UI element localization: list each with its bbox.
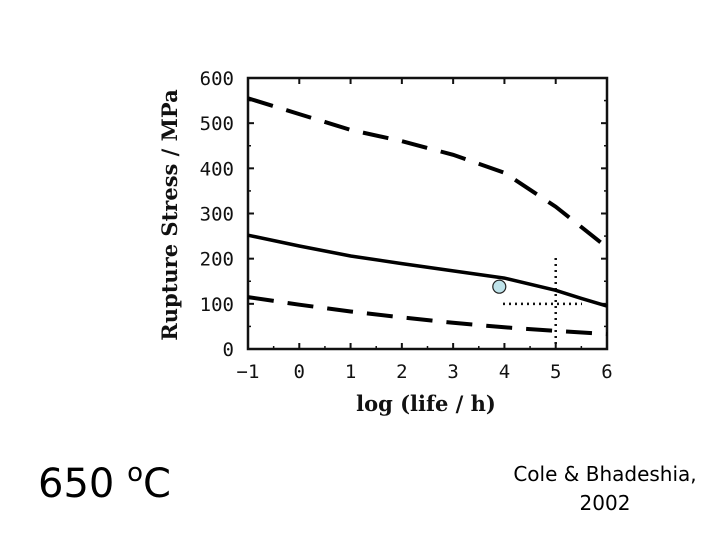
series-line-median xyxy=(247,233,608,308)
y-tick-label: 600 xyxy=(200,68,234,90)
x-tick-label: 6 xyxy=(601,361,612,383)
citation-year: 2002 xyxy=(579,491,631,515)
x-axis-title: log (life / h) xyxy=(356,391,496,416)
y-tick-label: 100 xyxy=(200,294,234,316)
temperature-degree: o xyxy=(127,458,143,488)
data-point xyxy=(492,279,507,294)
temperature-unit: C xyxy=(142,461,171,507)
y-tick-label: 0 xyxy=(223,339,234,361)
citation-authors: Cole & Bhadeshia, xyxy=(513,462,697,486)
x-tick-label: 5 xyxy=(550,361,561,383)
x-tick-label: 3 xyxy=(447,361,458,383)
x-tick-label: 2 xyxy=(396,361,407,383)
y-axis-title: Rupture Stress / MPa xyxy=(157,89,182,341)
series-line-bound xyxy=(247,295,608,337)
y-tick-label: 300 xyxy=(200,204,234,226)
temperature-label: 650 oC xyxy=(38,458,171,507)
x-tick-label: 4 xyxy=(499,361,510,383)
y-tick-label: 400 xyxy=(200,158,234,180)
x-tick-label: −1 xyxy=(237,361,260,383)
x-tick-label: 1 xyxy=(345,361,356,383)
y-tick-label: 500 xyxy=(200,113,234,135)
citation: Cole & Bhadeshia, 2002 xyxy=(500,460,710,518)
series-line-bound xyxy=(247,96,609,249)
series-lines xyxy=(247,96,609,337)
data-point-marker xyxy=(492,279,507,294)
tick-marks xyxy=(247,77,608,350)
y-tick-labels: 0 100 200 300 400 500 600 xyxy=(200,68,234,361)
x-tick-label: 0 xyxy=(294,361,305,383)
x-tick-labels: −1 0 1 2 3 4 5 6 xyxy=(237,361,613,383)
reference-lines xyxy=(503,258,582,349)
plot-frame xyxy=(246,76,609,351)
temperature-value: 650 xyxy=(38,461,128,507)
y-tick-label: 200 xyxy=(200,249,234,271)
